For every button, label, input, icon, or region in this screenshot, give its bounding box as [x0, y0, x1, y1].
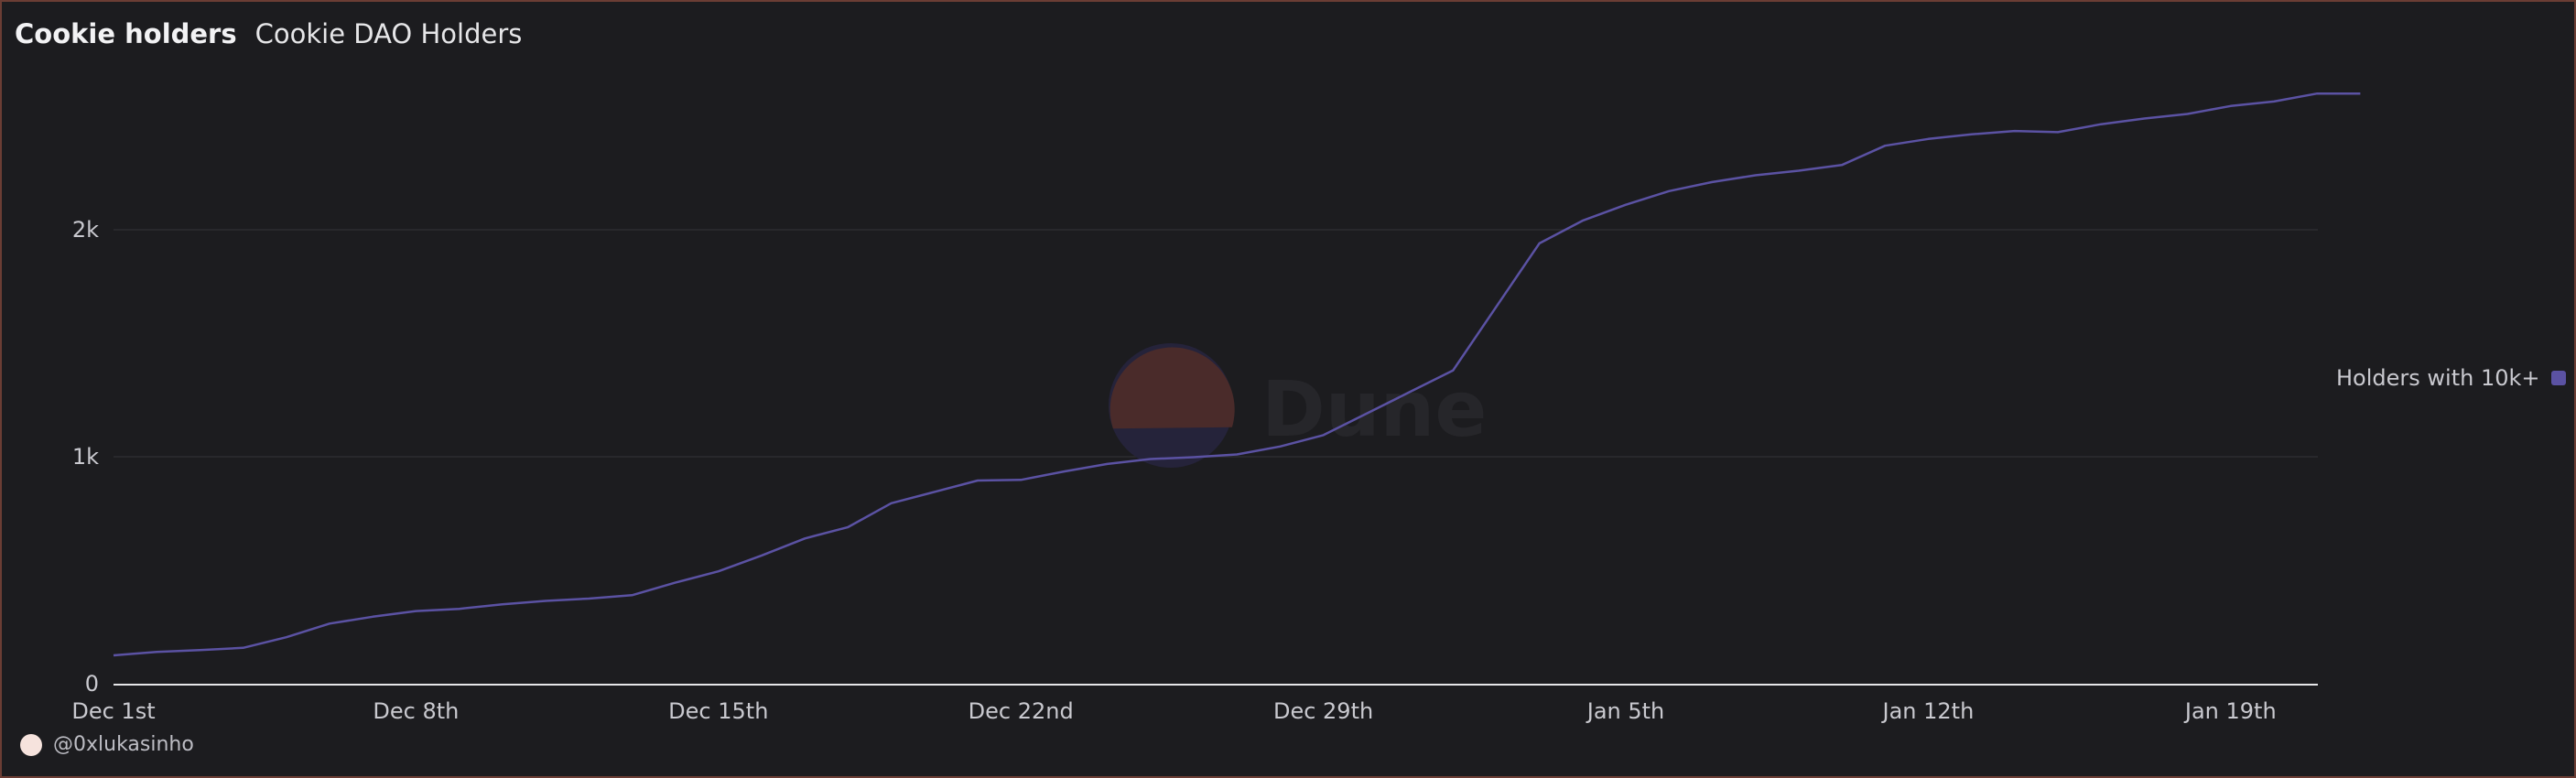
data-point[interactable] — [1363, 410, 1370, 417]
data-point[interactable] — [888, 500, 895, 507]
data-point[interactable] — [369, 613, 376, 621]
data-point[interactable] — [1492, 303, 1499, 310]
data-point[interactable] — [2270, 98, 2278, 105]
x-tick-label: Dec 8th — [373, 698, 459, 724]
data-point[interactable] — [499, 600, 506, 608]
data-point[interactable] — [2356, 90, 2364, 97]
data-point[interactable] — [542, 598, 549, 605]
chart-title: Cookie holders — [15, 18, 237, 49]
data-point[interactable] — [1579, 217, 1586, 224]
series-line-holders-10k[interactable] — [113, 92, 2361, 657]
x-tick-label: Dec 29th — [1273, 698, 1373, 724]
data-point[interactable] — [1190, 454, 1197, 461]
dune-watermark: Dune — [1109, 343, 1487, 468]
data-point[interactable] — [974, 477, 981, 484]
data-point[interactable] — [715, 567, 722, 575]
axes: 0 1k 2k Dec 1st Dec 8th Dec 15th Dec 22nd Dec 2… — [71, 217, 2318, 724]
y-tick-label: 0 — [85, 671, 99, 697]
data-point[interactable] — [1233, 451, 1240, 459]
data-point[interactable] — [1017, 476, 1024, 483]
data-point[interactable] — [801, 535, 808, 542]
data-point[interactable] — [1752, 172, 1759, 179]
y-tick-label: 2k — [72, 217, 99, 243]
author-credit[interactable]: @0xlukasinho — [20, 733, 194, 756]
data-point[interactable] — [283, 633, 290, 641]
x-tick-label: Dec 1st — [71, 698, 155, 724]
x-tick-label: Jan 5th — [1586, 698, 1665, 724]
data-point[interactable] — [931, 488, 938, 495]
data-point[interactable] — [758, 552, 765, 559]
legend-item-label: Holders with 10k+ — [2336, 365, 2540, 391]
data-point[interactable] — [153, 648, 160, 655]
data-point[interactable] — [2097, 121, 2105, 128]
legend-swatch — [2550, 371, 2566, 385]
data-point[interactable] — [196, 646, 203, 654]
data-point[interactable] — [1622, 201, 1629, 209]
chart-header: Cookie holders Cookie DAO Holders — [15, 18, 522, 49]
data-point[interactable] — [2054, 128, 2062, 135]
data-point[interactable] — [672, 579, 679, 587]
x-tick-label: Jan 19th — [2183, 698, 2277, 724]
data-point[interactable] — [326, 620, 333, 627]
data-point[interactable] — [2184, 111, 2192, 118]
data-point[interactable] — [412, 608, 419, 615]
data-point[interactable] — [1060, 468, 1067, 475]
data-point[interactable] — [1406, 388, 1413, 395]
data-point[interactable] — [240, 644, 247, 652]
data-point[interactable] — [1320, 431, 1327, 438]
dune-logo-upper-half — [1109, 347, 1235, 429]
x-tick-label: Dec 15th — [668, 698, 768, 724]
data-point[interactable] — [628, 591, 635, 599]
data-point[interactable] — [2011, 127, 2019, 135]
data-point[interactable] — [1708, 178, 1716, 186]
data-point[interactable] — [110, 652, 117, 659]
data-point[interactable] — [1968, 131, 1975, 138]
data-point[interactable] — [1276, 443, 1283, 450]
y-tick-label: 1k — [72, 444, 99, 470]
data-point[interactable] — [1795, 167, 1802, 175]
data-point[interactable] — [1147, 456, 1154, 463]
data-point[interactable] — [2140, 115, 2148, 123]
series-layer — [110, 90, 2364, 659]
data-point[interactable] — [1449, 367, 1456, 374]
author-handle: @0xlukasinho — [53, 733, 194, 756]
x-tick-label: Jan 12th — [1881, 698, 1975, 724]
data-point[interactable] — [1536, 240, 1543, 247]
data-point[interactable] — [456, 605, 463, 612]
avatar — [20, 733, 42, 756]
data-point[interactable] — [1104, 460, 1111, 468]
data-point[interactable] — [2313, 90, 2321, 97]
data-point[interactable] — [2227, 103, 2235, 110]
data-point[interactable] — [585, 595, 592, 602]
chart-subtitle: Cookie DAO Holders — [254, 18, 523, 49]
data-point[interactable] — [1924, 135, 1932, 143]
chart-legend[interactable]: Holders with 10k+ — [2336, 365, 2566, 391]
data-point[interactable] — [1881, 142, 1889, 149]
data-point[interactable] — [1838, 161, 1845, 168]
x-tick-label: Dec 22nd — [969, 698, 1074, 724]
data-point[interactable] — [1665, 188, 1672, 195]
data-point[interactable] — [844, 524, 851, 531]
